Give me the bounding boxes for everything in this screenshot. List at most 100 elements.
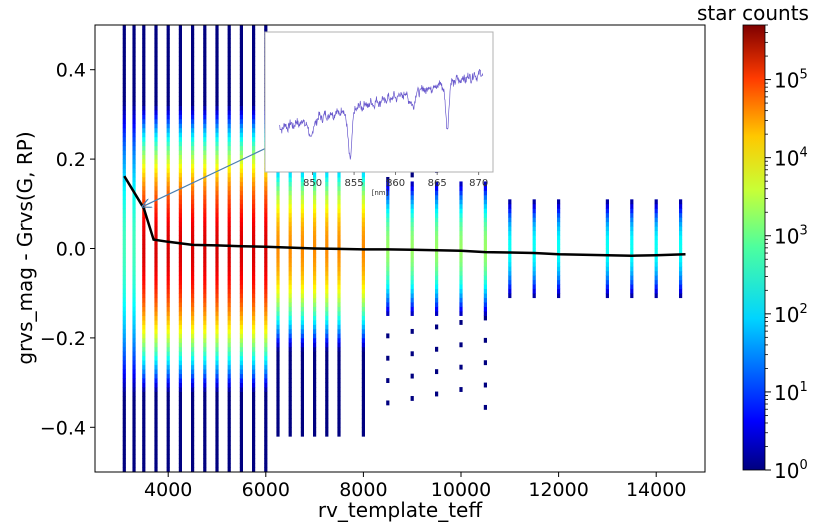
heatmap-cell: [191, 413, 195, 419]
heatmap-cell: [154, 409, 158, 415]
heatmap-cell: [154, 163, 158, 169]
heatmap-cell: [276, 190, 280, 196]
heatmap-cell: [203, 248, 207, 254]
heatmap-cell: [132, 239, 136, 245]
heatmap-cell: [142, 176, 146, 182]
heatmap-cell: [337, 185, 341, 191]
heatmap-cell: [215, 199, 219, 205]
heatmap-cell: [337, 378, 341, 383]
heatmap-cell: [154, 42, 158, 48]
heatmap-cell: [166, 176, 170, 182]
heatmap-cell: [154, 449, 158, 455]
heatmap-cell: [178, 252, 182, 258]
heatmap-cell: [288, 190, 292, 196]
heatmap-cell: [508, 252, 512, 258]
heatmap-cell: [215, 92, 219, 97]
heatmap-cell: [215, 190, 219, 196]
heatmap-cell: [252, 29, 256, 35]
heatmap-cell: [178, 266, 182, 272]
heatmap-cell: [605, 226, 609, 232]
heatmap-cell: [361, 172, 365, 178]
heatmap-cell: [191, 208, 195, 214]
heatmap-cell: [239, 284, 243, 290]
heatmap-cell: [239, 199, 243, 205]
heatmap-cell: [215, 38, 219, 44]
heatmap-cell: [178, 230, 182, 236]
heatmap-cell: [132, 235, 136, 240]
heatmap-cell: [215, 275, 219, 281]
heatmap-cell: [288, 378, 292, 383]
heatmap-cell: [459, 261, 463, 267]
heatmap-cell: [203, 92, 207, 97]
heatmap-cell: [203, 208, 207, 214]
heatmap-cell: [191, 293, 195, 299]
heatmap-cell: [166, 427, 170, 433]
heatmap-cell: [325, 293, 329, 299]
heatmap-cell: [252, 185, 256, 191]
heatmap-cell: [203, 172, 207, 178]
heatmap-cell: [325, 351, 329, 357]
heatmap-cell: [227, 418, 231, 424]
heatmap-cell: [276, 373, 280, 379]
heatmap-cell: [154, 463, 158, 468]
heatmap-cell: [122, 467, 126, 472]
heatmap-cell: [122, 454, 126, 459]
heatmap-cell: [215, 25, 219, 30]
heatmap-cell: [203, 463, 207, 468]
heatmap-cell: [203, 47, 207, 53]
heatmap-cell: [508, 261, 512, 267]
heatmap-cell: [557, 244, 561, 249]
heatmap-cell: [166, 29, 170, 35]
heatmap-cell: [203, 342, 207, 348]
heatmap-cell: [337, 360, 341, 366]
heatmap-cell: [178, 378, 182, 383]
heatmap-cell: [459, 306, 463, 312]
heatmap-cell: [166, 409, 170, 415]
heatmap-cell: [410, 288, 414, 294]
heatmap-cell: [679, 235, 683, 240]
heatmap-cell: [252, 378, 256, 383]
heatmap-cell: [203, 123, 207, 129]
heatmap-cell: [459, 208, 463, 214]
heatmap-cell: [605, 221, 609, 227]
heatmap-cell: [654, 261, 658, 267]
heatmap-cell: [215, 320, 219, 325]
heatmap-cell: [361, 279, 365, 285]
heatmap-cell: [361, 235, 365, 240]
heatmap-cell: [361, 373, 365, 379]
heatmap-cell: [252, 212, 256, 218]
heatmap-cell: [483, 257, 487, 263]
heatmap-cell: [178, 96, 182, 102]
heatmap-cell: [142, 364, 146, 370]
heatmap-cell: [215, 458, 219, 464]
heatmap-cell: [361, 270, 365, 276]
heatmap-cell: [203, 409, 207, 415]
heatmap-cell: [483, 208, 487, 214]
heatmap-cell: [508, 239, 512, 245]
heatmap-cell: [386, 400, 390, 406]
heatmap-cell: [337, 284, 341, 290]
heatmap-cell: [215, 78, 219, 84]
heatmap-cell: [361, 293, 365, 299]
heatmap-cell: [361, 351, 365, 357]
heatmap-cell: [154, 346, 158, 352]
heatmap-cell: [142, 25, 146, 30]
heatmap-cell: [654, 221, 658, 227]
heatmap-cell: [276, 396, 280, 401]
heatmap-cell: [459, 342, 463, 348]
heatmap-cell: [276, 431, 280, 437]
heatmap-cell: [142, 69, 146, 75]
heatmap-cell: [142, 118, 146, 124]
heatmap-cell: [264, 445, 268, 451]
heatmap-cell: [203, 145, 207, 151]
heatmap-cell: [532, 226, 536, 232]
heatmap-cell: [215, 293, 219, 299]
heatmap-cell: [435, 190, 439, 196]
heatmap-cell: [215, 355, 219, 361]
heatmap-cell: [239, 445, 243, 451]
heatmap-cell: [313, 346, 317, 352]
heatmap-cell: [386, 275, 390, 281]
heatmap-cell: [252, 288, 256, 294]
heatmap-cell: [132, 226, 136, 232]
